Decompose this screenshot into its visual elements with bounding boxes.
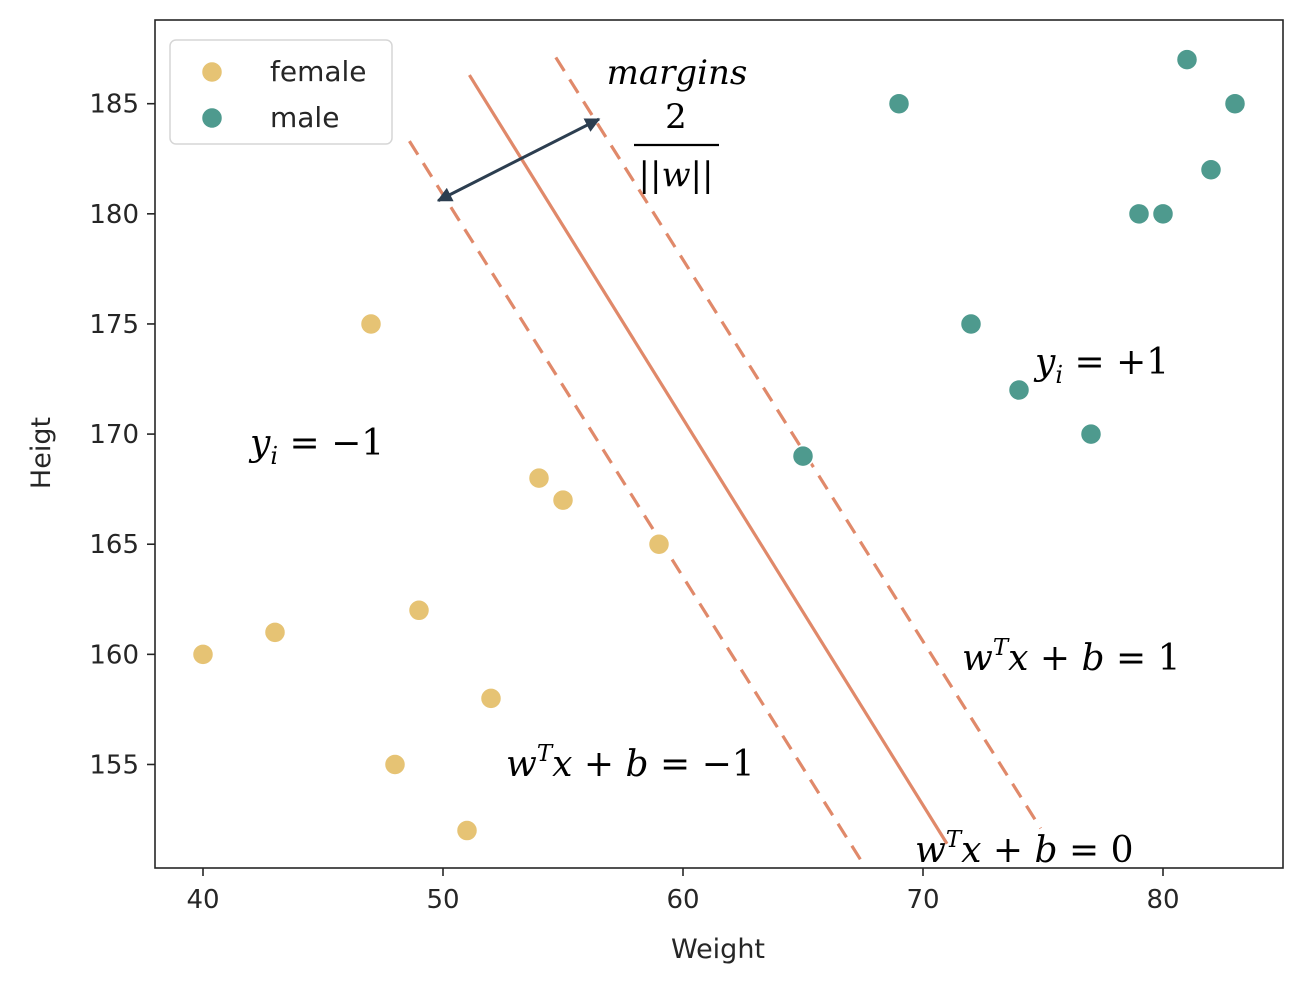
margin-negative-line bbox=[408, 140, 865, 865]
svg-text:wTx + b = 1: wTx + b = 1 bbox=[962, 635, 1181, 679]
female-point bbox=[647, 532, 671, 556]
legend-box bbox=[169, 39, 393, 145]
axis-ticks: 40 50 60 70 80 155 160 165 170 175 180 185 bbox=[89, 90, 1179, 915]
male-point bbox=[791, 444, 815, 468]
annotation-eq-negative: wTx + b = −1 bbox=[506, 741, 755, 785]
male-point bbox=[1223, 92, 1247, 115]
plot-elements bbox=[191, 48, 1247, 865]
male-point bbox=[1127, 202, 1151, 226]
margin-positive-line bbox=[554, 56, 1042, 830]
x-tick-label: 70 bbox=[906, 885, 939, 915]
legend-label-female: female bbox=[270, 55, 367, 88]
male-point bbox=[887, 92, 911, 115]
annotation-margin-denominator: ||w|| bbox=[639, 155, 714, 195]
svg-text:yi = +1: yi = +1 bbox=[1033, 342, 1169, 389]
annotation-eq-positive: wTx + b = 1 bbox=[962, 635, 1181, 679]
legend-marker-female bbox=[200, 60, 224, 84]
female-point bbox=[455, 819, 479, 842]
y-tick-label: 160 bbox=[89, 640, 139, 670]
male-point bbox=[1079, 422, 1103, 446]
annotation-class-positive: yi = +1 bbox=[1033, 342, 1169, 389]
plot-border bbox=[154, 19, 1284, 869]
y-tick-label: 155 bbox=[89, 750, 139, 780]
male-point bbox=[1175, 48, 1199, 71]
legend-marker-male bbox=[200, 106, 224, 130]
x-tick-label: 50 bbox=[426, 885, 459, 915]
annotation-margin-numerator: 2 bbox=[665, 97, 687, 137]
svg-text:wTx + b = −1: wTx + b = −1 bbox=[506, 741, 755, 785]
female-point bbox=[479, 687, 503, 710]
legend: female male bbox=[169, 39, 393, 145]
x-tick-label: 60 bbox=[666, 885, 699, 915]
female-point bbox=[359, 312, 383, 336]
legend-label-male: male bbox=[270, 101, 339, 134]
y-tick-label: 170 bbox=[89, 420, 139, 450]
female-point bbox=[407, 599, 431, 622]
svg-text:yi = −1: yi = −1 bbox=[248, 423, 384, 470]
male-point bbox=[1151, 202, 1175, 226]
margin-arrow bbox=[436, 117, 601, 202]
annotation-eq-zero: wTx + b = 0 bbox=[915, 827, 1134, 871]
annotation-class-negative: yi = −1 bbox=[248, 423, 384, 470]
female-point bbox=[263, 621, 287, 644]
female-point bbox=[383, 753, 407, 776]
x-tick-label: 80 bbox=[1146, 885, 1179, 915]
y-tick-label: 165 bbox=[89, 530, 139, 560]
hyperplane-line bbox=[468, 74, 949, 845]
annotation-margins: margins bbox=[607, 53, 748, 93]
female-point bbox=[191, 643, 215, 666]
axes-frame bbox=[154, 19, 1284, 869]
male-point bbox=[959, 312, 983, 336]
y-axis-label: Heigt bbox=[26, 417, 57, 489]
y-tick-label: 185 bbox=[89, 90, 139, 120]
y-tick-label: 175 bbox=[89, 310, 139, 340]
x-tick-label: 40 bbox=[186, 885, 219, 915]
x-axis-label: Weight bbox=[671, 934, 765, 965]
female-point bbox=[527, 466, 551, 490]
male-point bbox=[1199, 158, 1223, 182]
female-point bbox=[551, 488, 575, 512]
male-point bbox=[1007, 378, 1031, 402]
y-tick-label: 180 bbox=[89, 200, 139, 230]
svg-text:wTx + b = 0: wTx + b = 0 bbox=[915, 827, 1134, 871]
